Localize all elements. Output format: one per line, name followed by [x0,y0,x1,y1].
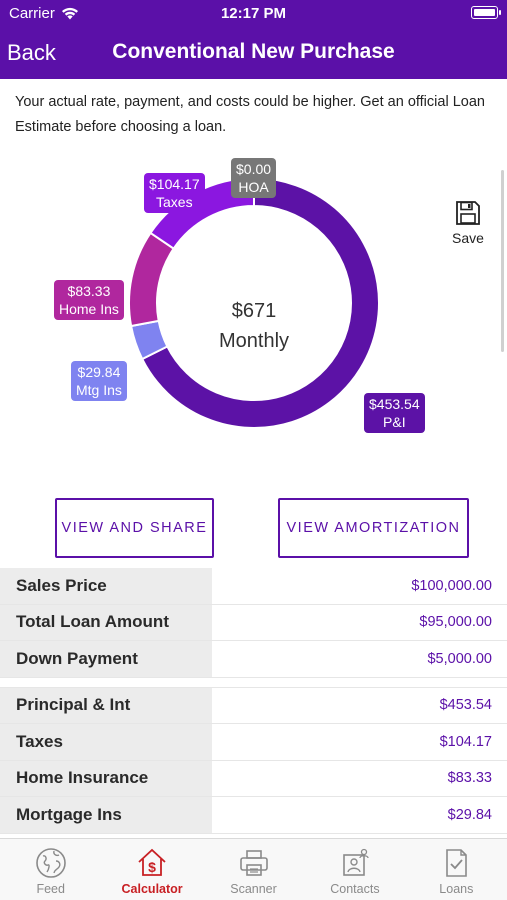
row-label: Home Insurance [0,760,212,796]
row-value: $5,000.00 [427,650,492,667]
slice-value: $29.84 [77,364,121,380]
svg-text:$: $ [148,859,156,875]
slice-name: P&I [383,414,406,430]
save-button[interactable]: Save [450,200,486,246]
view-and-share-button[interactable]: VIEW AND SHARE [55,498,214,558]
tab-scanner[interactable]: Scanner [203,839,304,900]
contacts-icon [343,848,369,876]
row-label: Down Payment [0,641,212,677]
tab-feed[interactable]: Feed [0,839,101,900]
donut-slice-p-i [140,176,380,429]
tab-contacts[interactable]: Contacts [304,839,405,900]
slice-name: Mtg Ins [76,382,122,398]
table-row: Down Payment $5,000.00 [0,641,507,678]
globe-icon [35,848,66,878]
row-label: Total Loan Amount [0,604,212,640]
table-row: Principal & Int $453.54 [0,687,507,724]
document-check-icon [446,849,468,877]
floppy-disk-icon [456,201,480,225]
view-amortization-button[interactable]: VIEW AMORTIZATION [278,498,469,558]
row-value: $83.33 [447,770,492,787]
table-row: Sales Price $100,000.00 [0,568,507,605]
save-label: Save [452,230,484,246]
battery-icon [471,6,501,19]
slice-tag-mtg-ins: $29.84 Mtg Ins [71,361,127,401]
monthly-label: Monthly [218,330,290,352]
status-time: 12:17 PM [220,5,287,22]
slice-value: $0.00 [236,161,272,177]
table-row: Home Insurance $83.33 [0,760,507,797]
header: Carrier 12:17 PM Back Conventional New P… [0,0,507,79]
tab-label: Feed [36,882,65,896]
section-divider [0,678,507,688]
monthly-amount: $671 [231,300,277,322]
status-bar: Carrier 12:17 PM [0,0,507,28]
row-label: Mortgage Ins [0,797,212,833]
row-label: Principal & Int [0,687,212,723]
nav-bar: Back Conventional New Purchase [0,30,507,74]
carrier: Carrier [9,5,79,22]
row-value: $100,000.00 [411,577,492,594]
tab-label: Contacts [330,882,380,896]
row-value: $453.54 [439,697,492,714]
slice-tag-hoa: $0.00 HOA [231,158,277,198]
row-label: Sales Price [0,568,212,604]
calculator-house-icon: $ [138,848,166,876]
table-row: Total Loan Amount $95,000.00 [0,604,507,641]
carrier-label: Carrier [9,5,55,22]
slice-tag-pi: $453.54 P&I [364,393,425,433]
slice-tag-taxes: $104.17 Taxes [144,173,205,213]
tab-loans[interactable]: Loans [406,839,507,900]
slice-name: HOA [238,179,269,195]
slice-value: $453.54 [369,396,420,412]
scroll-indicator[interactable] [501,170,504,352]
disclaimer-text: Your actual rate, payment, and costs cou… [15,94,485,135]
table-row: Mortgage Ins $29.84 [0,797,507,834]
page-title: Conventional New Purchase [112,40,395,63]
row-value: $95,000.00 [419,614,492,631]
payment-donut-chart: $671 Monthly $0.00 HOA $104.17 Taxes $83… [0,150,507,470]
tab-label: Loans [439,882,474,896]
slice-tag-home-ins: $83.33 Home Ins [54,280,124,320]
back-button[interactable]: Back [7,40,56,65]
tab-label: Calculator [121,882,183,896]
row-value: $29.84 [447,806,492,823]
printer-icon [239,850,268,876]
slice-name: Taxes [156,194,193,210]
slice-value: $104.17 [149,176,200,192]
slice-value: $83.33 [67,283,111,299]
slice-name: Home Ins [59,301,119,317]
table-row: Taxes $104.17 [0,724,507,761]
row-label: Taxes [0,724,212,760]
donut-svg [128,176,380,429]
tab-label: Scanner [230,882,277,896]
tab-bar: Feed $ Calculator Scanner Contacts [0,838,507,900]
wifi-icon [61,7,78,20]
row-value: $104.17 [439,733,492,750]
tab-calculator[interactable]: $ Calculator [101,839,202,900]
loan-details-table: Sales Price $100,000.00 Total Loan Amoun… [0,568,507,834]
